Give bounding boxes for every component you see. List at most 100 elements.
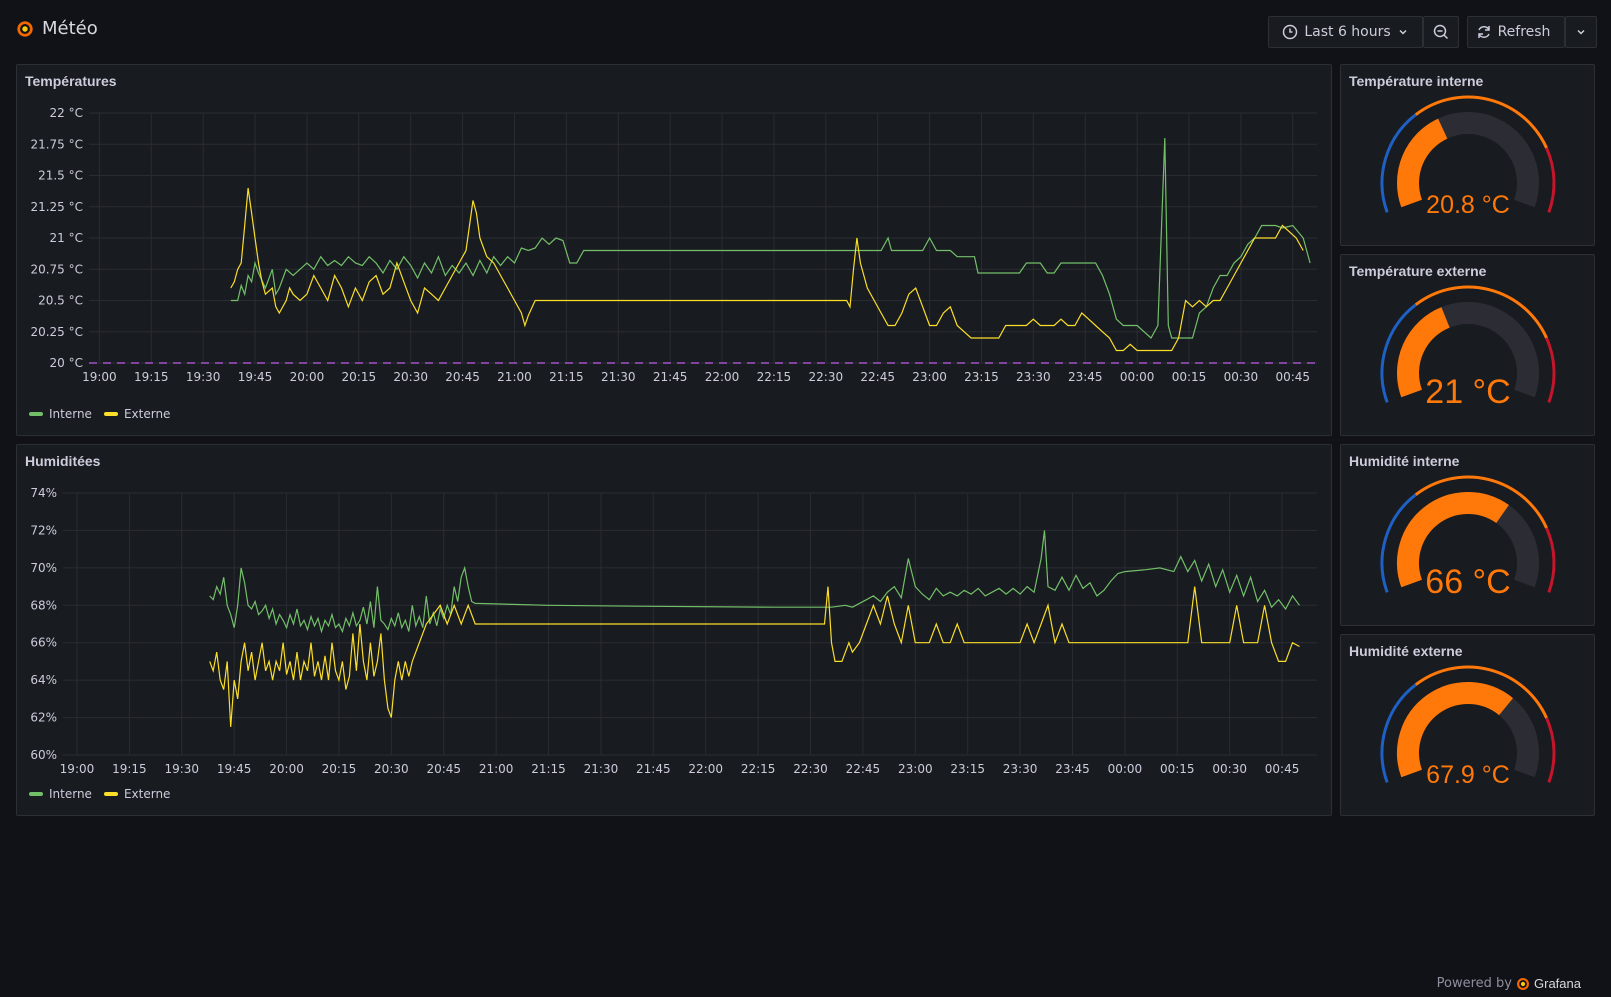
- legend-item-interne[interactable]: Interne: [29, 787, 92, 801]
- x-tick-label: 22:30: [793, 762, 828, 776]
- gauge-threshold-low: [1380, 303, 1417, 403]
- x-tick-label: 20:00: [290, 370, 325, 384]
- gauge-value-arc: [1397, 307, 1451, 398]
- x-tick-label: 21:45: [653, 370, 688, 384]
- refresh-interval-dropdown[interactable]: [1565, 16, 1597, 48]
- y-tick-label: 20.25 °C: [30, 325, 83, 339]
- panel-title[interactable]: Températures: [25, 73, 117, 89]
- panel-title[interactable]: Température externe: [1349, 263, 1487, 279]
- panel-title[interactable]: Humidité externe: [1349, 643, 1463, 659]
- y-tick-label: 62%: [30, 711, 57, 725]
- x-tick-label: 22:30: [809, 370, 844, 384]
- x-tick-label: 23:30: [1016, 370, 1051, 384]
- x-tick-label: 19:30: [186, 370, 221, 384]
- temperatures-chart[interactable]: 22 °C 21.75 °C 21.5 °C 21.25 °C 21 °C 20.75 °…: [17, 65, 1333, 437]
- x-tick-label: 19:45: [217, 762, 252, 776]
- dashboard-title[interactable]: Météo: [42, 18, 98, 39]
- panel-title[interactable]: Température interne: [1349, 73, 1484, 89]
- y-tick-label: 60%: [30, 748, 57, 762]
- legend-swatch: [29, 412, 43, 416]
- x-tick-label: 23:45: [1055, 762, 1090, 776]
- y-tick-label: 22 °C: [50, 106, 83, 120]
- refresh-label: Refresh: [1497, 24, 1551, 40]
- y-tick-label: 66%: [30, 636, 57, 650]
- gauge-threshold-high: [1545, 717, 1556, 783]
- gauge-value: 21 °C: [1425, 373, 1510, 411]
- legend-item-externe[interactable]: Externe: [103, 407, 170, 421]
- grafana-logo-icon: [17, 20, 34, 37]
- refresh-button[interactable]: Refresh: [1467, 16, 1565, 48]
- x-tick-label: 21:15: [549, 370, 584, 384]
- y-tick-label: 64%: [30, 673, 57, 687]
- x-tick-label: 20:30: [374, 762, 409, 776]
- gauge: 67.9 °C: [1380, 665, 1556, 789]
- legend-swatch: [103, 412, 118, 416]
- humidites-chart[interactable]: 74% 72% 70% 68% 66% 64% 62% 60%19:00 19:15 19:30 1…: [17, 445, 1333, 817]
- gauge-value-arc: [1397, 118, 1448, 208]
- legend-label: Interne: [49, 787, 92, 801]
- x-tick-label: 00:45: [1265, 762, 1300, 776]
- gauge-threshold-high: [1545, 527, 1556, 593]
- top-bar: Météo Last 6 hours Refresh: [0, 0, 1611, 64]
- gauge-threshold-low: [1380, 113, 1417, 213]
- gauge-panel-temperature-interne: Température interne 20.8 °C: [1340, 64, 1595, 246]
- x-tick-label: 23:15: [950, 762, 985, 776]
- legend: Interne Externe: [29, 787, 170, 801]
- x-tick-label: 22:00: [705, 370, 740, 384]
- x-tick-label: 22:15: [757, 370, 792, 384]
- x-tick-label: 00:00: [1120, 370, 1155, 384]
- x-tick-label: 22:00: [688, 762, 723, 776]
- x-tick-label: 22:45: [846, 762, 881, 776]
- series-line-interne[interactable]: [230, 137, 1311, 339]
- x-tick-label: 22:15: [741, 762, 776, 776]
- series-line-externe[interactable]: [209, 586, 1300, 727]
- gauge-panel-humidite-interne: Humidité interne 66 °C: [1340, 444, 1595, 626]
- gauge-threshold-mid: [1414, 95, 1548, 149]
- time-range-label: Last 6 hours: [1304, 24, 1391, 40]
- y-tick-label: 20.75 °C: [30, 262, 83, 276]
- legend-label: Externe: [123, 787, 171, 801]
- y-tick-label: 20.5 °C: [38, 294, 83, 308]
- zoom-out-button[interactable]: [1423, 16, 1459, 48]
- x-tick-label: 23:00: [912, 370, 947, 384]
- grafana-link[interactable]: Grafana: [1534, 976, 1581, 991]
- series-line-interne[interactable]: [209, 530, 1300, 634]
- time-range-picker[interactable]: Last 6 hours: [1268, 16, 1423, 48]
- x-tick-label: 21:15: [531, 762, 566, 776]
- x-tick-label: 00:30: [1224, 370, 1259, 384]
- x-tick-label: 23:00: [898, 762, 933, 776]
- x-tick-label: 20:15: [342, 370, 377, 384]
- x-tick-label: 00:15: [1172, 370, 1207, 384]
- panel-title[interactable]: Humidité interne: [1349, 453, 1460, 469]
- gauge-panel-temperature-externe: Température externe 21 °C: [1340, 254, 1595, 436]
- x-tick-label: 20:45: [426, 762, 461, 776]
- x-tick-label: 21:30: [584, 762, 619, 776]
- dashboard-brand: Météo: [16, 18, 98, 39]
- x-tick-label: 21:45: [636, 762, 671, 776]
- x-tick-label: 19:15: [134, 370, 169, 384]
- gauge-panel-humidite-externe: Humidité externe 67.9 °C: [1340, 634, 1595, 816]
- chevron-down-icon: [1577, 29, 1585, 35]
- panel-title[interactable]: Humiditées: [25, 453, 101, 469]
- gauge-value: 67.9 °C: [1426, 761, 1510, 789]
- legend-item-externe[interactable]: Externe: [103, 787, 171, 801]
- y-tick-label: 68%: [30, 598, 57, 612]
- x-tick-label: 23:15: [964, 370, 999, 384]
- humidites-panel: Humiditées 74% 72% 70% 68% 66% 64% 62% 60% 19:00…: [16, 444, 1332, 816]
- gauge-threshold-low: [1380, 493, 1417, 593]
- x-tick-label: 00:45: [1275, 370, 1310, 384]
- series-line-externe[interactable]: [230, 187, 1304, 352]
- y-tick-label: 72%: [30, 523, 57, 537]
- x-tick-label: 23:30: [1003, 762, 1038, 776]
- legend-item-interne[interactable]: Interne: [29, 407, 92, 421]
- gauge-value: 20.8 °C: [1426, 191, 1510, 219]
- legend-swatch: [29, 792, 43, 796]
- legend: Interne Externe: [29, 407, 170, 421]
- gauge-threshold-mid: [1414, 475, 1548, 529]
- legend-swatch: [103, 792, 118, 796]
- gauge: 21 °C: [1380, 285, 1556, 411]
- zoom-out-icon: [1433, 24, 1449, 40]
- x-tick-label: 23:45: [1068, 370, 1103, 384]
- gauge-threshold-mid: [1414, 285, 1548, 339]
- y-tick-label: 21 °C: [50, 231, 83, 245]
